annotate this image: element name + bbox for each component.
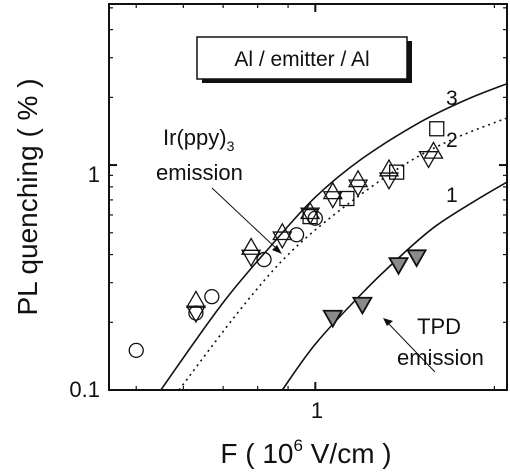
curve-label-3: 3 (446, 87, 458, 110)
y-axis-label: PL quenching ( % ) (12, 78, 43, 315)
tpd-annotation-line1: TPD (417, 314, 461, 339)
tpd-annotation-line2: emission (397, 345, 484, 370)
curve-label-1: 1 (446, 184, 458, 207)
curve-label-2: 2 (446, 129, 458, 152)
x-axis-label: F ( 106 V/cm ) (220, 436, 391, 469)
x-tick-label-1: 1 (311, 398, 323, 423)
y-tick-label-1: 1 (88, 162, 100, 187)
y-tick-label-0.1: 0.1 (69, 377, 100, 402)
irppy-annotation-line2: emission (156, 160, 243, 185)
irppy-annotation-line1: Ir(ppy)3 (163, 125, 235, 154)
legend-box-label: Al / emitter / Al (234, 48, 369, 71)
